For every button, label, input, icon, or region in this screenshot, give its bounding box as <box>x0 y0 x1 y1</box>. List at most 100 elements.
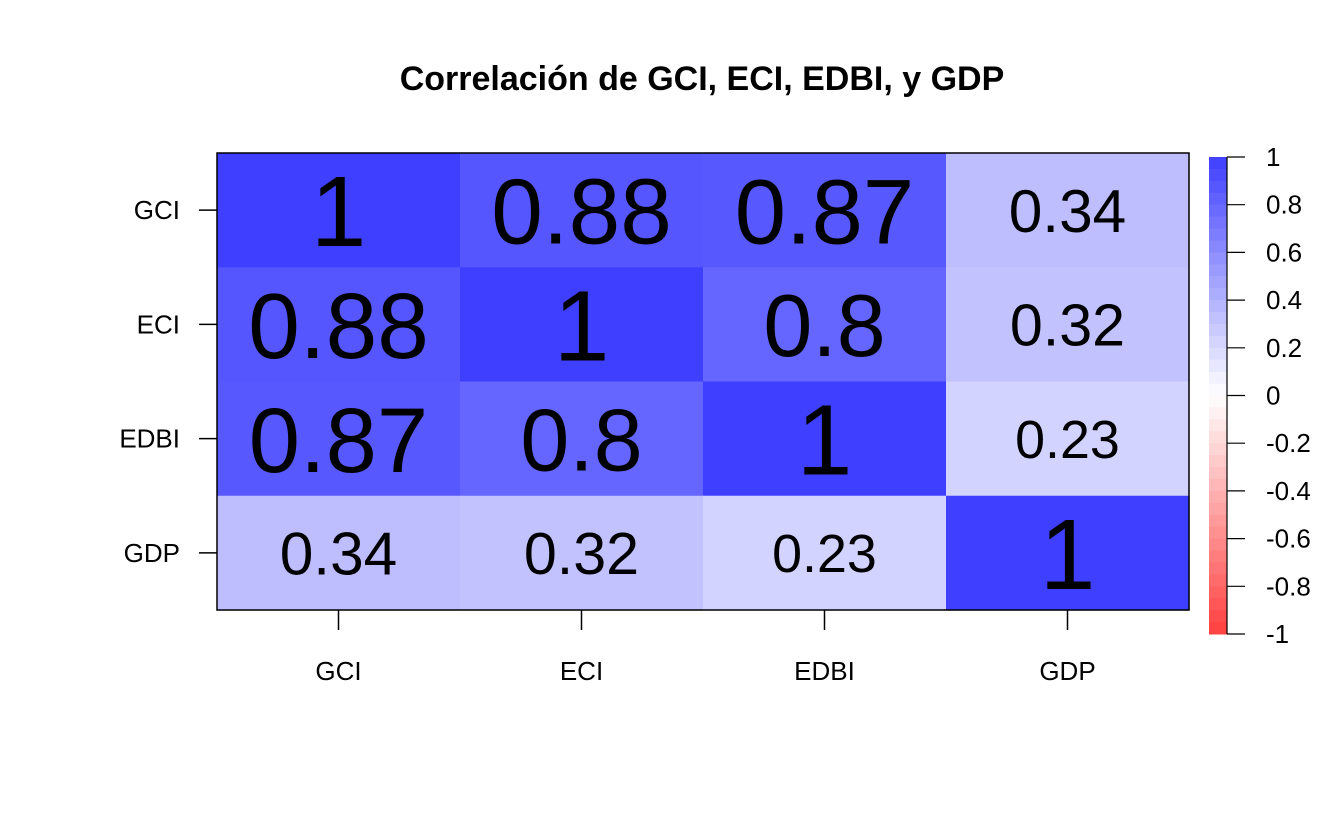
colorbar-swatch <box>1209 383 1227 397</box>
colorbar-swatch <box>1209 478 1227 492</box>
cell-label: 0.23 <box>772 524 877 584</box>
colorbar-swatch <box>1209 240 1227 253</box>
colorbar-swatch <box>1209 192 1227 206</box>
cell-label: 0.8 <box>520 390 642 489</box>
colorbar-swatch <box>1209 574 1227 587</box>
cell-label: 0.34 <box>1009 177 1127 245</box>
cell-label: 0.34 <box>280 520 398 588</box>
colorbar-tick-label: -0.6 <box>1266 524 1311 554</box>
colorbar-swatch <box>1209 180 1227 194</box>
colorbar-swatch <box>1209 300 1227 313</box>
colorbar-swatch <box>1209 502 1227 516</box>
colorbar-swatch <box>1209 323 1227 337</box>
y-tick-label: GCI <box>134 195 180 225</box>
cell-label: 0.88 <box>491 160 672 264</box>
colorbar-swatch <box>1209 347 1227 361</box>
colorbar-swatch <box>1209 312 1227 325</box>
colorbar-swatch <box>1209 335 1227 349</box>
colorbar-swatch <box>1209 264 1227 277</box>
plot-border <box>216 152 1190 611</box>
colorbar-swatch <box>1209 157 1227 170</box>
heatmap-cells <box>217 153 1190 611</box>
cell-label: 1 <box>554 270 610 382</box>
colorbar-tick-label: -0.4 <box>1266 476 1311 506</box>
colorbar-tick-label: -0.8 <box>1266 571 1311 601</box>
colorbar-swatch <box>1209 276 1227 289</box>
colorbar-swatch <box>1209 490 1227 504</box>
cell-label: 1 <box>797 385 853 497</box>
colorbar-swatch <box>1209 538 1227 552</box>
colorbar-tick-label: 0.8 <box>1266 190 1302 220</box>
colorbar-swatch <box>1209 216 1227 230</box>
colorbar-swatch <box>1209 622 1227 635</box>
colorbar-swatch <box>1209 228 1227 241</box>
colorbar-tick-label: -0.2 <box>1266 428 1311 458</box>
heatmap-cell <box>703 495 947 611</box>
heatmap-cell <box>946 381 1190 497</box>
colorbar-swatch <box>1209 431 1227 444</box>
heatmap-cell <box>217 267 461 383</box>
cell-label: 0.32 <box>524 520 639 587</box>
colorbar-swatch <box>1209 204 1227 218</box>
heatmap-cell <box>946 495 1190 611</box>
cell-label: 0.87 <box>249 389 428 492</box>
colorbar-swatch <box>1209 526 1227 540</box>
colorbar-swatch <box>1209 514 1227 528</box>
x-tick-label: EDBI <box>794 656 855 686</box>
cell-label: 0.8 <box>763 276 885 375</box>
colorbar-swatch <box>1209 419 1227 432</box>
colorbar-swatch <box>1209 288 1227 301</box>
y-axis: GCI ECI EDBI GDP <box>119 195 217 568</box>
y-tick-label: GDP <box>124 538 180 568</box>
x-tick-label: GDP <box>1039 656 1095 686</box>
heatmap-cell <box>217 153 461 268</box>
heatmap-cell <box>703 381 947 497</box>
colorbar-tick-label: 1 <box>1266 142 1280 172</box>
colorbar-swatch <box>1209 395 1227 408</box>
colorbar-swatch <box>1209 443 1227 456</box>
color-legend: 1 0.8 0.6 0.4 0.2 0 -0.2 -0.4 -0.6 -0.8 -1 <box>1209 142 1311 649</box>
cell-label: 1 <box>1040 499 1096 611</box>
heatmap-cell <box>217 381 461 497</box>
colorbar-swatch <box>1209 562 1227 575</box>
heatmap-cell <box>703 153 947 268</box>
colorbar-tick-label: 0.4 <box>1266 285 1302 315</box>
cell-label: 1 <box>311 156 367 268</box>
colorbar-tick-label: 0.6 <box>1266 237 1302 267</box>
colorbar-tick-label: 0.2 <box>1266 333 1302 363</box>
colorbar-tick-label: -1 <box>1266 619 1289 649</box>
heatmap-cell <box>946 153 1190 268</box>
x-tick-label: GCI <box>315 656 361 686</box>
cell-label: 0.23 <box>1015 410 1120 470</box>
colorbar-swatch <box>1209 359 1227 373</box>
heatmap-cell <box>703 267 947 383</box>
colorbar-swatch <box>1209 550 1227 563</box>
colorbar-swatch <box>1209 610 1227 623</box>
colorbar-swatch <box>1209 407 1227 420</box>
heatmap-cell <box>460 495 704 611</box>
y-tick-label: ECI <box>137 309 180 339</box>
colorbar-swatch <box>1209 168 1227 182</box>
colorbar-swatch <box>1209 371 1227 385</box>
heatmap-cell <box>460 381 704 497</box>
heatmap-cell <box>460 153 704 268</box>
cell-label: 0.88 <box>248 274 429 378</box>
colorbar-swatch <box>1209 467 1227 480</box>
colorbar-swatch <box>1209 586 1227 599</box>
x-tick-label: ECI <box>560 656 603 686</box>
chart-title: Correlación de GCI, ECI, EDBI, y GDP <box>400 60 1005 98</box>
colorbar-tick-label: 0 <box>1266 381 1280 411</box>
cell-label: 0.32 <box>1010 292 1125 359</box>
colorbar-swatch <box>1209 252 1227 265</box>
cell-label: 0.87 <box>735 160 914 263</box>
colorbar-swatch <box>1209 598 1227 611</box>
colorbar-swatch <box>1209 455 1227 468</box>
y-tick-label: EDBI <box>119 424 180 454</box>
x-axis: GCI ECI EDBI GDP <box>315 610 1096 686</box>
heatmap-cell-labels: 1 0.88 0.87 0.340.88 1 0.8 0.320.87 0.8 1 0.230.3… <box>248 156 1126 611</box>
heatmap-cell <box>460 267 704 383</box>
heatmap-cell <box>217 495 461 611</box>
heatmap-cell <box>946 267 1190 383</box>
